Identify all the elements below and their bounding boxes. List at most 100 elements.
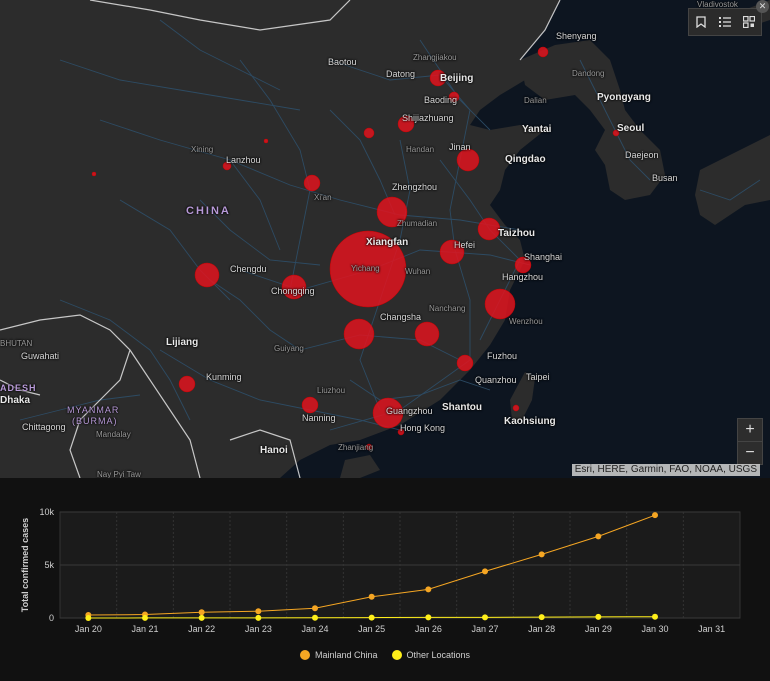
map-label-liuzhou: Liuzhou [317, 386, 346, 395]
map-label-kunming: Kunming [206, 372, 242, 382]
bubble-tianjin [448, 91, 460, 103]
map-label-bangladesh: ADESH [0, 383, 37, 393]
map-label-changsha: Changsha [380, 312, 422, 322]
bubble-hebei [397, 115, 415, 133]
bubble-korea [612, 129, 620, 137]
qr-grid-icon[interactable] [737, 9, 761, 35]
map-label-hefei: Hefei [454, 240, 476, 250]
bubble-henan [376, 196, 408, 228]
bubble-guangdong [372, 397, 404, 429]
data-point-other [198, 614, 205, 621]
bubble-hubei [329, 230, 407, 308]
map-label-chengdu: Chengdu [230, 264, 267, 274]
map-label-china: CHINA [186, 205, 231, 217]
map-label-guiyang: Guiyang [274, 344, 304, 353]
map-label-dalian: Dalian [524, 96, 547, 105]
data-point-other [595, 613, 602, 620]
map-label-busan: Busan [652, 173, 678, 183]
data-point-other [482, 614, 488, 621]
map-label-lanzhou: Lanzhou [226, 155, 261, 165]
map-label-xian: Xi'an [314, 193, 332, 202]
map-label-taizhou: Taizhou [498, 228, 536, 239]
map-label-taipei: Taipei [526, 372, 550, 382]
data-point-mainland [538, 551, 545, 558]
x-tick-label: Jan 27 [471, 624, 498, 634]
data-point-other [652, 613, 658, 620]
map-label-wuhan: Wuhan [405, 267, 431, 276]
map-label-quanzhou: Quanzhou [475, 375, 517, 385]
cases-line-chart: 0 5k 10k Jan 20 Jan 21 Jan 22 Jan 23 Jan 24 Jan … [20, 507, 741, 634]
map-label-myanmar: MYANMAR [67, 405, 120, 415]
map-label-zhumadian: Zhumadian [397, 219, 438, 228]
legend-label-other: Other Locations [406, 650, 471, 660]
map-label-lijiang: Lijiang [166, 337, 199, 348]
data-point-other [368, 614, 375, 621]
map-label-zhangjiakou: Zhangjiakou [413, 53, 457, 62]
map-label-vladivostok: Vladivostok [697, 0, 738, 9]
y-tick-label: 10k [39, 507, 54, 517]
bubble-chongqing [281, 274, 307, 300]
legend-item-other[interactable]: Other Locations [391, 650, 471, 660]
map-view[interactable]: Vladivostok Shenyang Baotou Zhangjiakou … [0, 0, 770, 478]
data-point-mainland [312, 605, 318, 612]
map-label-pyongyang: Pyongyang [597, 92, 651, 103]
bubble-fujian [456, 354, 474, 372]
zoom-out-button[interactable]: − [738, 441, 762, 464]
map-label-nanning: Nanning [302, 413, 336, 423]
close-icon[interactable]: ✕ [756, 0, 769, 13]
map-label-mandalay: Mandalay [96, 430, 131, 439]
map-label-shanghai: Shanghai [524, 252, 563, 262]
map-attribution: Esri, HERE, Garmin, FAO, NOAA, USGS [571, 464, 760, 476]
case-bubbles-layer[interactable] [0, 0, 770, 478]
y-axis-label: Total confirmed cases [20, 518, 30, 612]
map-label-yantai: Yantai [522, 124, 552, 135]
map-label-seoul: Seoul [617, 123, 645, 134]
x-tick-label: Jan 29 [585, 624, 612, 634]
map-label-hanoi: Hanoi [260, 445, 288, 456]
bubble-shaanxi [303, 174, 321, 192]
x-tick-label: Jan 26 [415, 624, 442, 634]
map-label-handan: Handan [406, 145, 435, 154]
data-point-mainland [425, 586, 432, 593]
x-tick-label: Jan 30 [641, 624, 668, 634]
japan [695, 135, 770, 225]
chart-panel: 0 5k 10k Jan 20 Jan 21 Jan 22 Jan 23 Jan 24 Jan … [0, 485, 770, 681]
map-label-beijing: Beijing [440, 73, 474, 84]
map-label-chongqing: Chongqing [271, 286, 315, 296]
map-label-chittagong: Chittagong [22, 422, 66, 432]
data-point-mainland [482, 568, 488, 575]
map-label-guangzhou: Guangzhou [386, 406, 433, 416]
data-point-mainland [255, 608, 262, 615]
bubble-taiwan [512, 404, 520, 412]
map-label-jinan: Jinan [449, 142, 471, 152]
x-tick-label: Jan 21 [131, 624, 158, 634]
data-point-mainland [198, 609, 205, 616]
bubble-jiangsu [477, 217, 501, 241]
x-tick-label: Jan 28 [528, 624, 555, 634]
legend-swatch-mainland [299, 650, 310, 660]
map-label-xiangfan: Xiangfan [366, 237, 409, 248]
map-label-fuzhou: Fuzhou [487, 351, 518, 361]
map-label-baotou: Baotou [328, 57, 357, 67]
legend-item-mainland[interactable]: Mainland China [299, 650, 378, 660]
zoom-in-button[interactable]: + [745, 421, 755, 438]
chart-legend: Mainland China Other Locations [0, 650, 770, 660]
map-label-wenzhou: Wenzhou [509, 317, 543, 326]
bubble-anhui [439, 239, 465, 265]
x-tick-label: Jan 20 [75, 624, 102, 634]
x-tick-label: Jan 25 [358, 624, 385, 634]
bubble-beijing [429, 69, 447, 87]
map-label-kaohsiung: Kaohsiung [504, 416, 556, 427]
list-icon[interactable] [713, 9, 737, 35]
map-label-zhanjiang: Zhanjiang [338, 443, 374, 452]
bubble-yunnan [178, 375, 196, 393]
map-label-bhutan: BHUTAN [0, 339, 33, 348]
bubble-shanxi [363, 127, 375, 139]
bubble-shanghai [514, 256, 532, 274]
zoom-control: + − [737, 418, 763, 465]
bookmark-icon[interactable] [689, 9, 713, 35]
bubble-gansu [222, 161, 232, 171]
map-label-xining: Xining [191, 145, 214, 154]
bubble-zhejiang [484, 288, 516, 320]
bubble-sichuan [194, 262, 220, 288]
